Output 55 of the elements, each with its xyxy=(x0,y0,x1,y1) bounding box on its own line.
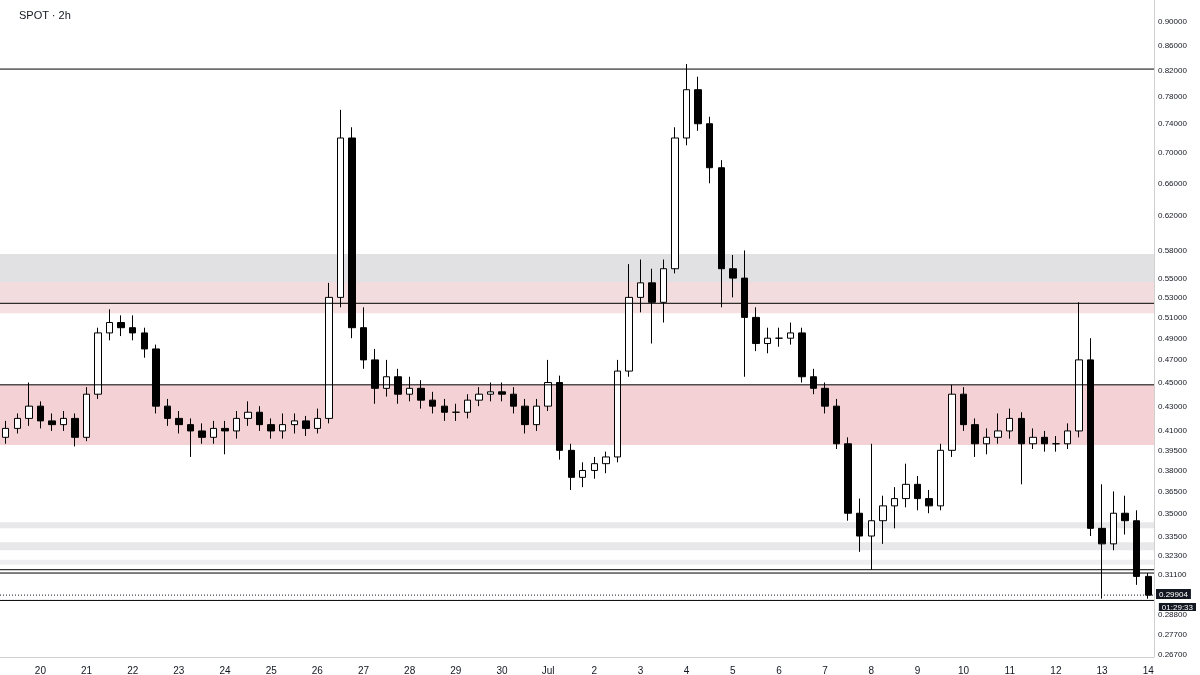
y-tick-label: 0.53000 xyxy=(1158,292,1188,302)
x-tick-label: 14 xyxy=(1142,664,1155,675)
x-tick-label: 5 xyxy=(730,664,737,675)
y-tick-label: 0.33500 xyxy=(1158,531,1188,541)
y-tick-label: 0.27700 xyxy=(1158,630,1188,640)
y-tick-label: 0.39500 xyxy=(1158,445,1188,455)
x-tick-label: 21 xyxy=(80,664,93,675)
text: SPOT · 2h xyxy=(19,8,71,21)
x-tick-label: 30 xyxy=(496,664,508,675)
x-tick-label: 8 xyxy=(868,664,875,675)
x-tick-label: 12 xyxy=(1050,664,1062,675)
text: 01:29:33 xyxy=(1161,602,1194,612)
x-tick-label: 2 xyxy=(591,664,598,675)
y-tick-label: 0.47000 xyxy=(1158,355,1188,365)
y-tick-label: 0.62000 xyxy=(1158,211,1188,221)
x-tick-label: 23 xyxy=(173,664,185,675)
x-tick-label: 28 xyxy=(404,664,416,675)
y-tick-label: 0.41000 xyxy=(1158,426,1188,436)
x-tick-label: 26 xyxy=(311,664,324,675)
x-tick-label: 20 xyxy=(34,664,47,675)
y-tick-label: 0.55000 xyxy=(1158,273,1188,283)
y-tick-label: 0.45000 xyxy=(1158,378,1188,387)
x-tick-label: 6 xyxy=(776,664,783,675)
x-tick-label: 24 xyxy=(219,664,232,675)
x-tick-label: 25 xyxy=(265,664,278,675)
y-tick-label: 0.43000 xyxy=(1158,401,1188,411)
y-tick-label: 0.90000 xyxy=(1158,17,1188,27)
x-tick-label: 3 xyxy=(637,664,644,675)
y-tick-label: 0.86000 xyxy=(1158,41,1188,51)
x-tick-label: 22 xyxy=(127,664,139,675)
x-tick-label: 9 xyxy=(914,664,921,675)
y-tick-label: 0.51000 xyxy=(1158,312,1188,322)
x-tick-label: 10 xyxy=(958,664,970,675)
y-tick-label: 0.66000 xyxy=(1158,178,1188,188)
x-tick-label: Jul xyxy=(541,664,555,675)
y-tick-label: 0.82000 xyxy=(1158,65,1188,75)
x-tick-label: 13 xyxy=(1096,664,1109,675)
y-tick-label: 0.26700 xyxy=(1158,649,1188,659)
x-tick-label: 29 xyxy=(450,664,462,675)
x-tick-label: 27 xyxy=(357,664,370,675)
y-tick-label: 0.36500 xyxy=(1158,486,1188,496)
y-tick-label: 0.58000 xyxy=(1158,245,1188,255)
y-tick-label: 0.74000 xyxy=(1158,119,1188,129)
x-tick-label: 4 xyxy=(683,664,690,675)
x-tick-label: 11 xyxy=(1004,664,1016,675)
y-tick-label: 0.49000 xyxy=(1158,333,1188,343)
y-tick-label: 0.70000 xyxy=(1158,148,1188,158)
y-tick-label: 0.35000 xyxy=(1158,508,1188,518)
y-tick-label: 0.28800 xyxy=(1158,610,1188,620)
y-tick-label: 0.32300 xyxy=(1158,550,1188,560)
x-tick-label: 7 xyxy=(822,664,829,675)
ref-line-label: 0.29904 xyxy=(1159,589,1189,599)
y-tick-label: 0.78000 xyxy=(1158,91,1188,101)
y-tick-label: 0.31100 xyxy=(1158,570,1187,580)
y-tick-label: 0.38000 xyxy=(1158,465,1188,475)
